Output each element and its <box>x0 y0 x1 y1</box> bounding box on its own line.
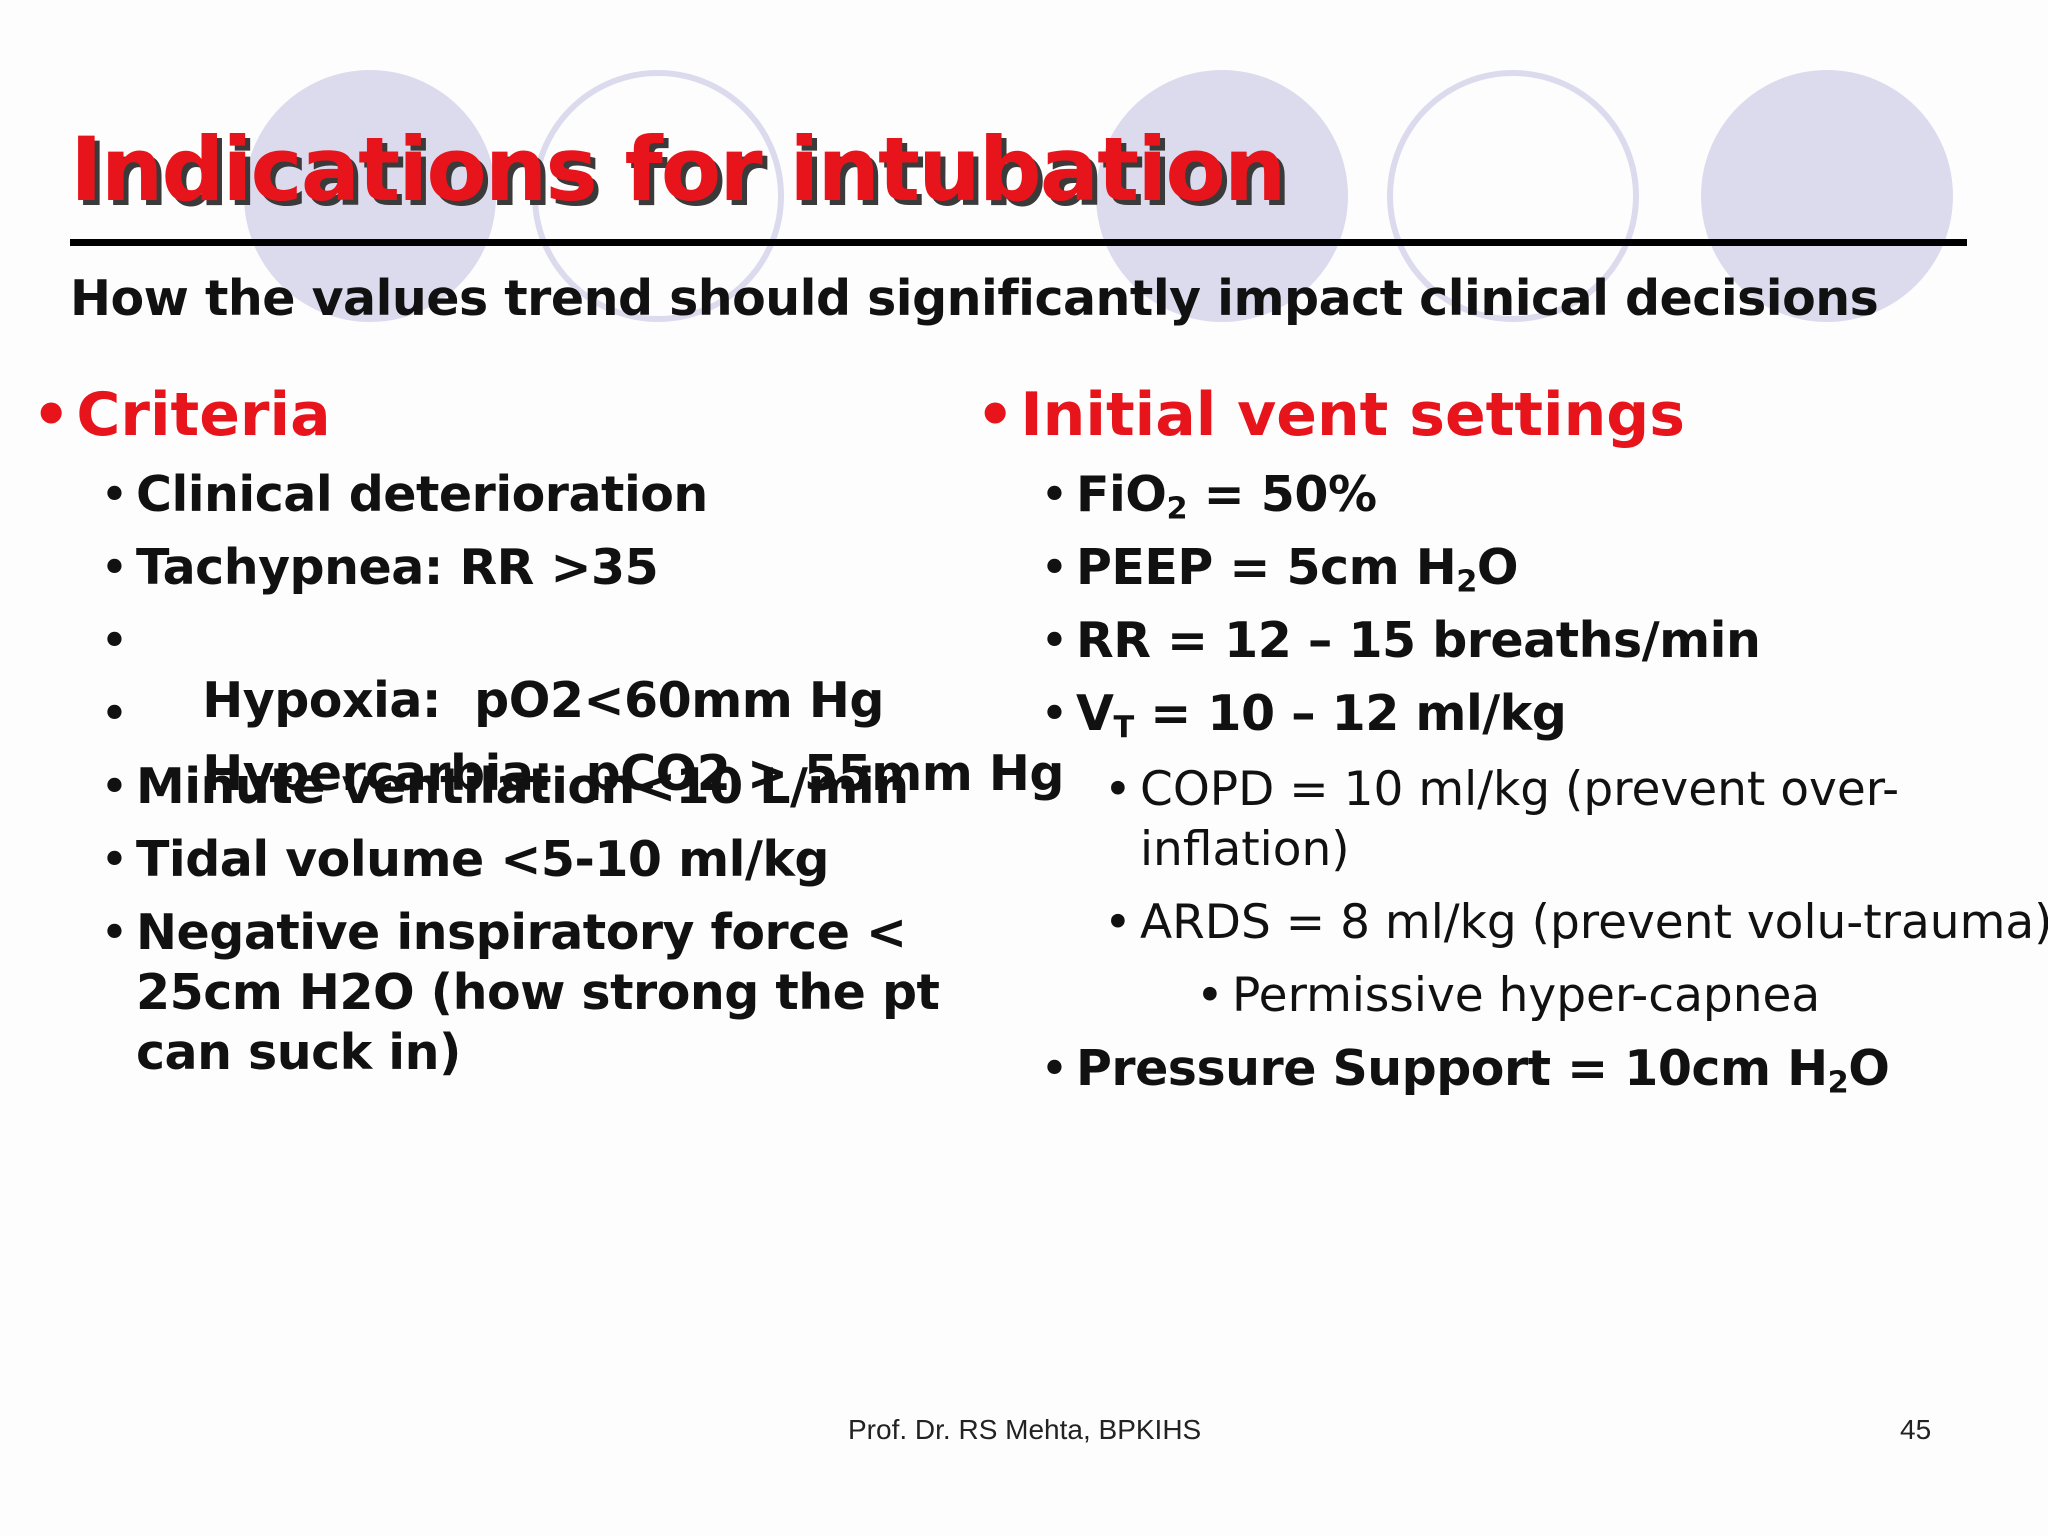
setting-subscript: 2 <box>1456 564 1477 600</box>
bullet-icon: • <box>1040 612 1069 669</box>
title-underline <box>70 239 1967 246</box>
setting-unit: O <box>1476 539 1519 596</box>
list-item-continuation: 25cm H2O (how strong the pt <box>136 963 940 1023</box>
left-heading: • Criteria <box>32 380 331 450</box>
bullet-icon: • <box>1040 1040 1069 1097</box>
list-item-continuation: can suck in) <box>136 1023 461 1083</box>
bullet-icon: • <box>100 758 129 815</box>
list-item-text: Hypercarbia: pCO2 > 55mm Hg <box>202 745 1065 802</box>
bullet-icon: • <box>100 466 129 523</box>
setting-unit: O <box>1848 1040 1890 1097</box>
bullet-icon: • <box>100 904 129 961</box>
list-item-text: 25cm H2O (how strong the pt <box>136 964 940 1021</box>
list-item-text: Minute ventilation<10 L/min <box>136 758 909 815</box>
setting-label: V <box>1076 685 1114 742</box>
sub-item-text: COPD = 10 ml/kg (prevent over- <box>1140 762 1900 817</box>
list-item: • Hypoxia: pO2<60mm Hg <box>100 611 884 791</box>
bullet-icon: • <box>1040 539 1069 596</box>
bullet-icon: • <box>100 612 129 669</box>
slide-title: Indications for intubation <box>70 118 1286 221</box>
setting-value: = 10 – 12 ml/kg <box>1133 685 1567 742</box>
sub-item-text: Permissive hyper-capnea <box>1232 968 1821 1023</box>
list-item: • Hypercarbia: pCO2 > 55mm Hg <box>100 684 1065 864</box>
setting-value: = 50% <box>1187 466 1377 523</box>
right-heading-label: Initial vent settings <box>1020 380 1685 450</box>
setting-vt: • VT = 10 – 12 ml/kg <box>1040 684 1567 746</box>
bullet-icon: • <box>1104 762 1132 817</box>
list-item: • Minute ventilation<10 L/min <box>100 757 909 817</box>
slide-subtitle: How the values trend should significantl… <box>70 270 1879 327</box>
setting-rr: • RR = 12 – 15 breaths/min <box>1040 611 1761 671</box>
deco-circle-outline <box>532 70 784 322</box>
bullet-icon: • <box>32 380 71 450</box>
setting-label: FiO <box>1076 466 1167 523</box>
footer-author: Prof. Dr. RS Mehta, BPKIHS <box>848 1414 1202 1445</box>
list-item-text: Negative inspiratory force < <box>136 904 907 961</box>
bullet-icon: • <box>100 539 129 596</box>
sub-sub-item-permissive: • Permissive hyper-capnea <box>1196 966 1821 1026</box>
setting-subscript: 2 <box>1827 1065 1849 1101</box>
list-item: • Tidal volume <5-10 ml/kg <box>100 830 830 890</box>
bullet-icon: • <box>100 831 129 888</box>
setting-label: PEEP = 5cm H <box>1076 539 1457 596</box>
setting-peep: • PEEP = 5cm H2O <box>1040 538 1519 600</box>
bullet-icon: • <box>1104 895 1132 950</box>
list-item: • Negative inspiratory force < <box>100 903 907 963</box>
list-item-text: Tachypnea: RR >35 <box>136 539 659 596</box>
setting-label: RR = 12 – 15 breaths/min <box>1076 612 1761 669</box>
list-item-text: Hypoxia: pO2<60mm Hg <box>202 672 884 729</box>
deco-circle-filled <box>1701 70 1953 322</box>
setting-label: Pressure Support = 10cm H <box>1076 1040 1828 1097</box>
list-item: • Tachypnea: RR >35 <box>100 538 659 598</box>
sub-item-text: ARDS = 8 ml/kg (prevent volu-trauma) <box>1140 895 2048 950</box>
sub-item-ards: • ARDS = 8 ml/kg (prevent volu-trauma) <box>1104 893 2048 953</box>
right-heading: • Initial vent settings <box>976 380 1685 450</box>
page-number: 45 <box>1900 1414 1932 1445</box>
bullet-icon: • <box>976 380 1015 450</box>
left-heading-label: Criteria <box>76 380 331 450</box>
deco-circle-outline <box>1387 70 1639 322</box>
setting-pressure-support: • Pressure Support = 10cm H2O <box>1040 1039 1890 1101</box>
sub-item-copd-continuation: inflation) <box>1140 820 1350 880</box>
bullet-icon: • <box>1040 466 1069 523</box>
setting-subscript: T <box>1113 710 1134 746</box>
list-item: • Clinical deterioration <box>100 465 708 525</box>
bullet-icon: • <box>1196 968 1224 1023</box>
list-item-text: Clinical deterioration <box>136 466 708 523</box>
bullet-icon: • <box>100 685 129 742</box>
deco-circle-filled <box>244 70 496 322</box>
deco-circle-filled <box>1096 70 1348 322</box>
setting-fio2: • FiO2 = 50% <box>1040 465 1377 527</box>
sub-item-copd: • COPD = 10 ml/kg (prevent over- <box>1104 760 1900 820</box>
setting-subscript: 2 <box>1166 491 1188 527</box>
list-item-text: Tidal volume <5-10 ml/kg <box>136 831 830 888</box>
bullet-icon: • <box>1040 685 1069 742</box>
list-item-text: can suck in) <box>136 1024 461 1081</box>
sub-item-text: inflation) <box>1140 822 1350 877</box>
